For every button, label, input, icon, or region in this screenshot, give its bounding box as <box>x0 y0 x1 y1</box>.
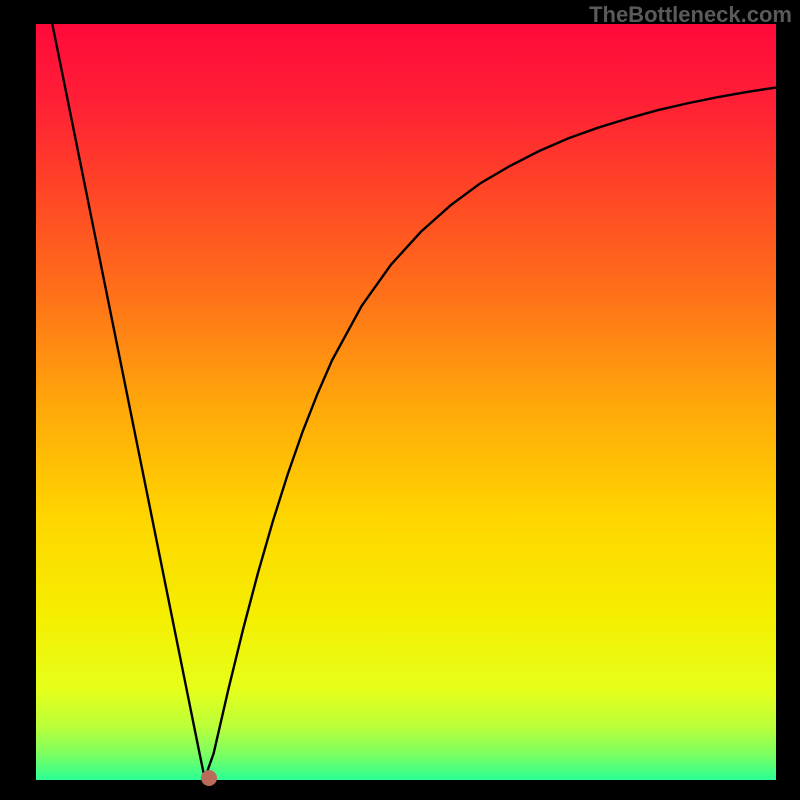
chart-container: TheBottleneck.com <box>0 0 800 800</box>
optimal-point-marker <box>201 770 217 786</box>
curve-path <box>52 24 776 778</box>
bottleneck-curve <box>36 24 776 780</box>
plot-area <box>36 24 776 780</box>
watermark-text: TheBottleneck.com <box>589 2 792 28</box>
